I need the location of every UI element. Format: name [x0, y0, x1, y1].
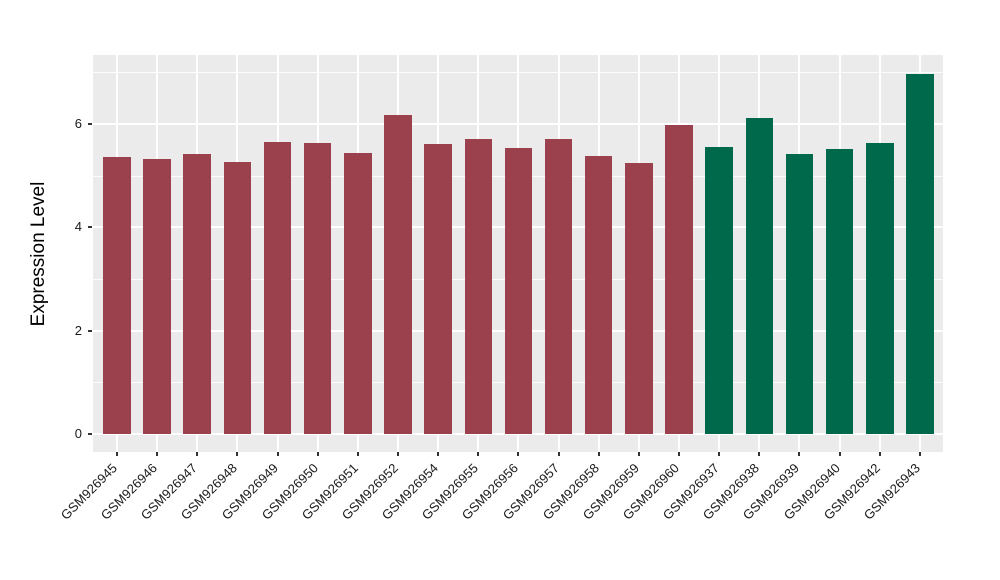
bar-GSM926947 [183, 153, 211, 434]
x-tick-mark [678, 452, 680, 456]
y-tick-label-0: 0 [74, 426, 82, 441]
x-tick-mark [878, 452, 881, 456]
bar-GSM926942 [866, 143, 894, 434]
bar-GSM926956 [504, 148, 533, 434]
bar-GSM926948 [223, 162, 252, 434]
bar-GSM926949 [263, 141, 292, 434]
bar-GSM926958 [584, 155, 613, 434]
x-tick-mark [758, 452, 761, 456]
bar-GSM926959 [625, 162, 653, 434]
x-tick-mark [798, 452, 801, 456]
x-tick-mark [637, 452, 640, 456]
x-tick-mark [718, 452, 721, 456]
plot-panel [93, 55, 943, 452]
bar-GSM926943 [906, 73, 934, 434]
bar-GSM926940 [825, 148, 854, 434]
x-tick-mark [115, 452, 118, 456]
bar-GSM926951 [344, 152, 372, 434]
y-tick-label-6: 6 [74, 115, 82, 131]
x-tick-mark [356, 452, 359, 456]
x-tick-mark [196, 452, 199, 456]
bar-GSM926954 [424, 143, 452, 434]
y-tick-mark-4 [88, 226, 92, 229]
x-tick-mark [838, 452, 841, 456]
x-tick-mark [156, 452, 159, 456]
bar-GSM926952 [384, 115, 412, 434]
bar-GSM926957 [544, 138, 573, 434]
y-tick-mark-2 [88, 329, 92, 332]
bar-GSM926937 [705, 146, 733, 434]
x-tick-mark [517, 452, 520, 456]
x-tick-mark [477, 452, 480, 456]
x-tick-mark [276, 452, 279, 456]
x-tick-mark [236, 452, 239, 456]
bar-GSM926950 [303, 142, 332, 434]
x-tick-mark [597, 452, 600, 456]
y-tick-label-4: 4 [74, 219, 82, 235]
y-tick-mark-0 [88, 433, 92, 435]
x-tick-mark [396, 452, 399, 456]
y-tick-mark-6 [88, 122, 92, 125]
x-tick-mark [918, 452, 921, 456]
x-tick-mark [316, 452, 319, 456]
y-axis-title: Expression Level [28, 181, 49, 326]
x-tick-mark [557, 452, 560, 456]
bar-GSM926946 [143, 158, 171, 434]
y-tick-label-2: 2 [74, 322, 82, 338]
x-tick-mark [437, 452, 440, 456]
bar-GSM926938 [745, 117, 774, 434]
bar-GSM926955 [464, 138, 492, 434]
bar-GSM926960 [665, 124, 693, 434]
bar-GSM926939 [785, 153, 814, 434]
bar-GSM926945 [103, 156, 131, 434]
